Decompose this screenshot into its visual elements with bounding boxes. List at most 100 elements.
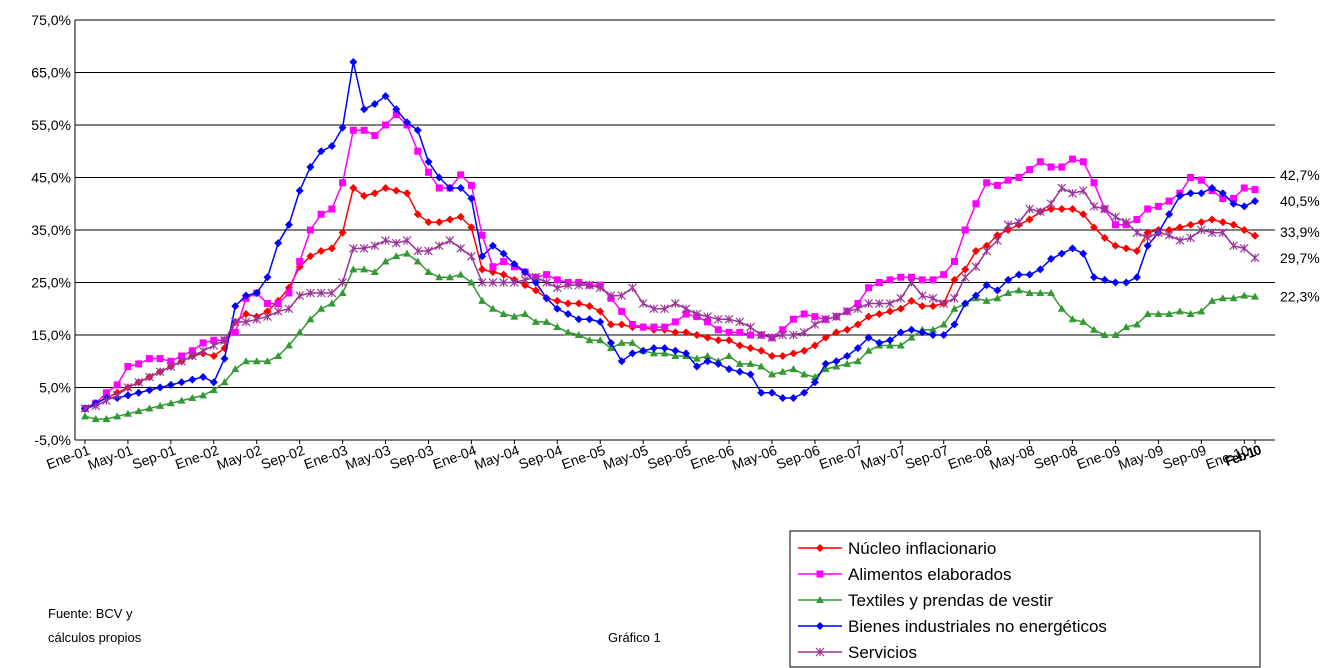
marker (767, 352, 776, 360)
x-tick-label: May-08 (987, 442, 1037, 473)
marker (842, 306, 852, 316)
marker (166, 362, 176, 371)
x-tick-label: Sep-08 (1032, 442, 1080, 473)
marker (1068, 315, 1077, 323)
marker (1047, 163, 1055, 171)
marker (1187, 174, 1195, 181)
marker (478, 296, 487, 304)
marker (338, 123, 347, 132)
marker (155, 367, 165, 377)
marker (854, 300, 862, 307)
marker (713, 314, 723, 324)
marker (187, 351, 197, 361)
marker (1003, 220, 1013, 230)
marker (435, 184, 443, 192)
marker (618, 307, 626, 315)
marker (886, 336, 895, 345)
marker (574, 280, 584, 290)
legend-label: Alimentos elaborados (848, 565, 1011, 584)
marker (789, 349, 798, 358)
marker (875, 310, 884, 318)
source-note: Fuente: BCV y (48, 606, 133, 621)
marker (338, 278, 348, 287)
marker (670, 299, 680, 308)
marker (950, 304, 959, 312)
marker (1100, 331, 1109, 338)
marker (178, 352, 186, 360)
marker (865, 284, 873, 292)
marker (242, 310, 251, 318)
marker (1057, 304, 1066, 312)
marker (1154, 202, 1162, 210)
marker (703, 352, 712, 359)
marker (520, 275, 530, 285)
marker (306, 226, 314, 234)
marker (317, 247, 326, 255)
marker (413, 126, 422, 135)
marker (348, 243, 358, 253)
marker (371, 132, 379, 139)
marker (896, 293, 906, 303)
marker (81, 412, 89, 420)
marker (789, 315, 797, 323)
marker (1079, 317, 1088, 325)
marker (681, 304, 691, 314)
marker (403, 189, 412, 198)
x-tick-label: Sep-05 (645, 442, 693, 473)
marker (692, 331, 701, 339)
marker (767, 388, 776, 397)
legend-box (789, 530, 1261, 668)
marker (961, 265, 970, 274)
marker (617, 338, 626, 346)
marker (779, 326, 787, 334)
marker (263, 357, 272, 365)
marker (1219, 195, 1227, 202)
marker (521, 281, 530, 290)
marker (864, 346, 873, 354)
marker (145, 386, 154, 395)
marker (1079, 210, 1088, 219)
marker (617, 357, 626, 366)
marker (102, 389, 110, 397)
marker (1186, 189, 1195, 198)
marker (682, 310, 690, 318)
marker (402, 236, 412, 245)
marker (628, 338, 637, 346)
marker (177, 378, 186, 387)
marker (649, 349, 658, 357)
marker (1165, 310, 1174, 317)
marker (466, 251, 476, 261)
marker (778, 352, 787, 360)
marker (574, 299, 583, 308)
marker (435, 218, 444, 227)
y-tick-label: 55,0% (31, 117, 71, 133)
marker (209, 352, 218, 360)
marker (929, 276, 937, 284)
marker (1025, 270, 1034, 279)
marker (1132, 228, 1142, 238)
marker (499, 270, 508, 279)
marker (1058, 163, 1066, 171)
marker (1251, 292, 1259, 300)
marker (971, 291, 980, 300)
marker (1111, 241, 1120, 250)
marker (478, 252, 487, 261)
marker (456, 243, 466, 253)
marker (252, 314, 262, 324)
marker (102, 396, 111, 406)
marker (403, 249, 412, 257)
marker (875, 338, 884, 347)
marker (199, 373, 208, 381)
marker (145, 355, 153, 363)
marker (1165, 226, 1174, 234)
marker (767, 370, 776, 378)
marker (1132, 273, 1141, 282)
marker (800, 346, 809, 355)
marker (296, 258, 304, 265)
marker (896, 328, 905, 337)
marker (886, 307, 895, 316)
series-markers (81, 249, 1259, 422)
x-tick-label: Sep-06 (774, 442, 822, 473)
marker (649, 344, 658, 353)
